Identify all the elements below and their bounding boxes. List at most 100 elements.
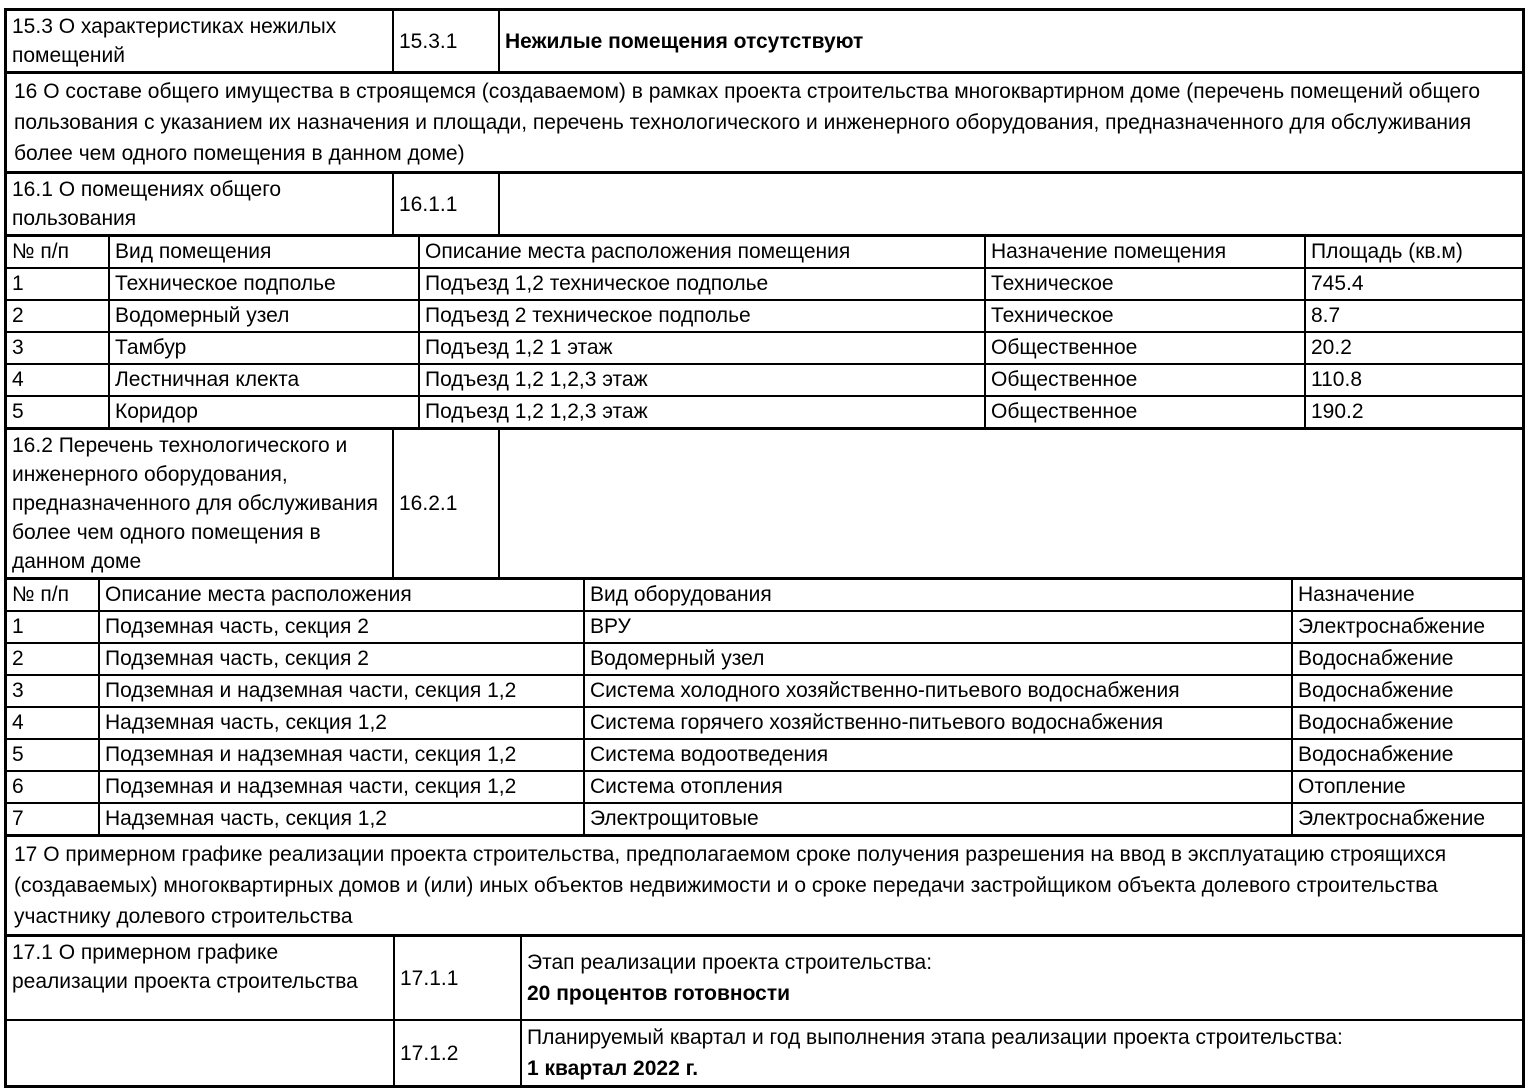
section-17-1-1-value: Этап реализации проекта строительства: 2… (520, 937, 1522, 1020)
cell-room-type: Лестничная клекта (108, 363, 419, 396)
cell-purpose: Общественное (984, 363, 1305, 396)
cell-area: 8.7 (1304, 299, 1522, 332)
cell-equipment-type: Система отопления (583, 770, 1292, 803)
col-header-purpose: Назначение помещения (984, 237, 1305, 268)
cell-num: 1 (7, 267, 109, 300)
table-row: 7 Надземная часть, секция 1,2 Электрощит… (7, 802, 1522, 834)
common-rooms-header-row: № п/п Вид помещения Описание места распо… (7, 237, 1522, 268)
section-16-2-value (498, 430, 1522, 577)
cell-area: 110.8 (1304, 363, 1522, 396)
section-17-heading: 17 О примерном графике реализации проект… (7, 834, 1522, 934)
cell-location: Надземная часть, секция 1,2 (98, 802, 584, 834)
table-row: 1 Техническое подполье Подъезд 1,2 техни… (7, 267, 1522, 300)
cell-area: 190.2 (1304, 395, 1522, 427)
cell-num: 5 (7, 395, 109, 427)
table-row: 4 Надземная часть, секция 1,2 Система го… (7, 706, 1522, 739)
cell-equipment-type: Система холодного хозяйственно-питьевого… (583, 674, 1292, 707)
cell-location: Подземная часть, секция 2 (98, 642, 584, 675)
cell-location: Подъезд 2 техническое подполье (418, 299, 985, 332)
col-header-num: № п/п (12, 583, 69, 606)
section-17-1-2-code: 17.1.2 (393, 1019, 521, 1085)
col-header-location: Описание места расположения (98, 580, 584, 611)
cell-purpose: Электроснабжение (1291, 610, 1522, 643)
section-16-1-label: 16.1 О помещениях общего пользования (12, 178, 282, 230)
cell-equipment-type: Водомерный узел (583, 642, 1292, 675)
cell-purpose: Общественное (984, 331, 1305, 364)
cell-purpose: Общественное (984, 395, 1305, 427)
table-row: 3 Подземная и надземная части, секция 1,… (7, 674, 1522, 707)
section-15-3: 15.3 О характеристиках нежилых помещений… (7, 11, 1522, 71)
cell-num: 7 (7, 802, 99, 834)
section-17-1: 17.1 О примерном графике реализации прое… (7, 934, 1522, 1085)
cell-purpose: Водоснабжение (1291, 642, 1522, 675)
cell-room-type: Тамбур (108, 331, 419, 364)
cell-room-type: Водомерный узел (108, 299, 419, 332)
section-15-3-label: 15.3 О характеристиках нежилых помещений (12, 15, 337, 67)
table-row: 2 Водомерный узел Подъезд 2 техническое … (7, 299, 1522, 332)
cell-area: 20.2 (1304, 331, 1522, 364)
cell-location: Подъезд 1,2 техническое подполье (418, 267, 985, 300)
cell-purpose: Техническое (984, 299, 1305, 332)
section-17-1-2-label (7, 1019, 394, 1085)
stage-value: 20 процентов готовности (527, 982, 791, 1005)
col-header-equipment-type: Вид оборудования (583, 580, 1292, 611)
declaration-document: 15.3 О характеристиках нежилых помещений… (4, 8, 1525, 1088)
table-row: 5 Коридор Подъезд 1,2 1,2,3 этаж Обществ… (7, 395, 1522, 427)
section-15-3-code: 15.3.1 (392, 11, 499, 71)
stage-label: Этап реализации проекта строительства: (527, 951, 933, 974)
section-16-2: 16.2 Перечень технологического и инженер… (7, 427, 1522, 577)
quarter-value: 1 квартал 2022 г. (527, 1057, 699, 1080)
cell-num: 2 (7, 642, 99, 675)
section-16-1: 16.1 О помещениях общего пользования 16.… (7, 171, 1522, 234)
cell-room-type: Техническое подполье (108, 267, 419, 300)
col-header-area: Площадь (кв.м) (1304, 237, 1522, 268)
cell-equipment-type: ВРУ (583, 610, 1292, 643)
cell-equipment-type: Система горячего хозяйственно-питьевого … (583, 706, 1292, 739)
cell-room-type: Коридор (108, 395, 419, 427)
cell-area: 745.4 (1304, 267, 1522, 300)
cell-purpose: Водоснабжение (1291, 706, 1522, 739)
cell-purpose: Отопление (1291, 770, 1522, 803)
cell-location: Надземная часть, секция 1,2 (98, 706, 584, 739)
table-row: 5 Подземная и надземная части, секция 1,… (7, 738, 1522, 771)
table-row: 1 Подземная часть, секция 2 ВРУ Электрос… (7, 610, 1522, 643)
section-16-1-value (498, 174, 1522, 234)
cell-num: 2 (7, 299, 109, 332)
col-header-room-type: Вид помещения (108, 237, 419, 268)
cell-location: Подземная и надземная части, секция 1,2 (98, 738, 584, 771)
cell-num: 4 (7, 706, 99, 739)
cell-purpose: Электроснабжение (1291, 802, 1522, 834)
cell-purpose: Водоснабжение (1291, 674, 1522, 707)
cell-equipment-type: Электрощитовые (583, 802, 1292, 834)
cell-num: 5 (7, 738, 99, 771)
cell-num: 6 (7, 770, 99, 803)
common-rooms-table: № п/п Вид помещения Описание места распо… (7, 234, 1522, 427)
section-15-3-value: Нежилые помещения отсутствуют (498, 11, 1522, 71)
equipment-header-row: № п/п Описание места расположения Вид об… (7, 580, 1522, 611)
table-row: 4 Лестничная клекта Подъезд 1,2 1,2,3 эт… (7, 363, 1522, 396)
section-17-1-1-row: 17.1 О примерном графике реализации прое… (7, 937, 1522, 1020)
cell-num: 3 (7, 331, 109, 364)
cell-location: Подъезд 1,2 1 этаж (418, 331, 985, 364)
col-header-num: № п/п (12, 240, 69, 263)
col-header-purpose: Назначение (1291, 580, 1522, 611)
section-16-heading: 16 О составе общего имущества в строящем… (7, 71, 1522, 171)
table-row: 6 Подземная и надземная части, секция 1,… (7, 770, 1522, 803)
table-row: 3 Тамбур Подъезд 1,2 1 этаж Общественное… (7, 331, 1522, 364)
cell-num: 4 (7, 363, 109, 396)
cell-location: Подъезд 1,2 1,2,3 этаж (418, 363, 985, 396)
section-16-1-code: 16.1.1 (392, 174, 499, 234)
cell-location: Подземная и надземная части, секция 1,2 (98, 674, 584, 707)
cell-equipment-type: Система водоотведения (583, 738, 1292, 771)
section-17-1-2-value: Планируемый квартал и год выполнения эта… (520, 1019, 1522, 1085)
cell-purpose: Водоснабжение (1291, 738, 1522, 771)
col-header-location: Описание места расположения помещения (418, 237, 985, 268)
cell-location: Подземная и надземная части, секция 1,2 (98, 770, 584, 803)
cell-num: 3 (7, 674, 99, 707)
cell-purpose: Техническое (984, 267, 1305, 300)
table-row: 2 Подземная часть, секция 2 Водомерный у… (7, 642, 1522, 675)
quarter-label: Планируемый квартал и год выполнения эта… (527, 1026, 1343, 1049)
section-17-1-label: 17.1 О примерном графике реализации прое… (12, 941, 358, 993)
section-16-2-label: 16.2 Перечень технологического и инженер… (12, 434, 378, 573)
section-16-2-code: 16.2.1 (392, 430, 499, 577)
